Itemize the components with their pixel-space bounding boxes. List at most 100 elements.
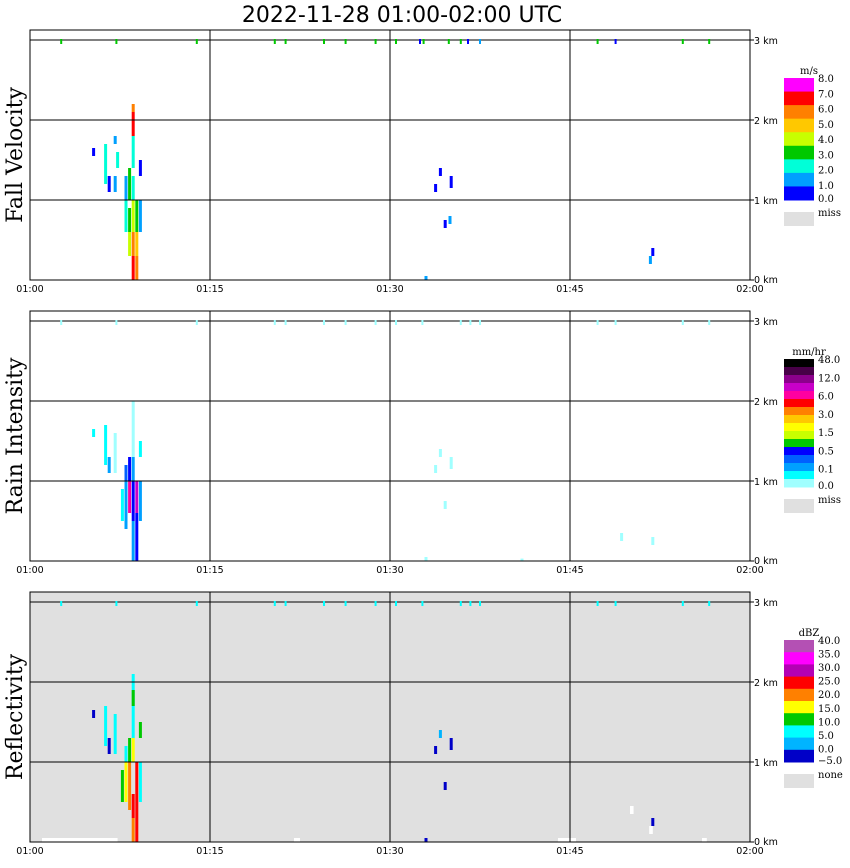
top-band-mark: [60, 320, 63, 325]
echo-mark: [131, 176, 135, 200]
top-band-mark: [708, 601, 711, 606]
echo-mark: [131, 521, 135, 561]
echo-mark: [92, 429, 96, 437]
colorbar-swatch: [784, 713, 814, 726]
top-band-mark: [459, 39, 462, 44]
echo-mark: [128, 481, 132, 513]
echo-mark: [124, 465, 128, 481]
top-band-mark: [60, 601, 63, 606]
echo-mark: [113, 433, 117, 473]
colorbar-swatch: [784, 91, 814, 106]
echo-mark: [651, 248, 655, 256]
y-tick-label: 0 km: [754, 556, 778, 567]
echo-mark: [131, 818, 135, 842]
echo-mark: [135, 810, 139, 842]
colorbar-label: 3.0: [818, 150, 834, 161]
echo-mark: [120, 770, 124, 802]
top-band-mark: [459, 601, 462, 606]
echo-mark: [131, 232, 135, 256]
colorbar-swatch: [784, 439, 814, 448]
echo-mark: [448, 216, 452, 224]
echo-mark: [135, 232, 139, 256]
top-band-mark: [284, 320, 287, 325]
echo-mark: [651, 818, 655, 826]
echo-mark: [424, 557, 428, 561]
y-axis-label: Rain Intensity: [3, 357, 28, 514]
colorbar-label: 15.0: [818, 704, 840, 715]
echo-mark: [443, 501, 447, 509]
echo-mark: [131, 481, 135, 521]
top-band-mark: [447, 39, 450, 44]
echo-mark: [113, 714, 117, 754]
plot-frame: [29, 591, 751, 843]
colorbar-unit: m/s: [800, 66, 818, 77]
y-axis-label: Fall Velocity: [3, 87, 28, 223]
echo-mark: [443, 220, 447, 228]
echo-mark: [128, 208, 132, 232]
top-band-mark: [195, 39, 198, 44]
top-band-mark: [395, 601, 397, 606]
y-tick-label: 1 km: [754, 758, 778, 769]
top-band-mark: [596, 320, 599, 325]
top-band-mark: [323, 320, 325, 325]
echo-mark: [620, 533, 624, 541]
echo-mark: [128, 168, 132, 200]
colorbar-label: 7.0: [818, 89, 834, 100]
echo-mark: [135, 200, 139, 232]
echo-mark: [443, 782, 447, 790]
colorbar-label: 0.0: [818, 194, 834, 205]
echo-mark: [434, 465, 438, 473]
chart-title: 2022-11-28 01:00-02:00 UTC: [242, 3, 562, 28]
echo-mark: [131, 200, 135, 232]
top-band-mark: [195, 601, 198, 606]
echo-mark: [138, 441, 142, 457]
top-band-mark: [374, 320, 377, 325]
echo-mark: [131, 794, 135, 818]
y-tick-label: 2 km: [754, 116, 778, 127]
colorbar-swatch: [784, 725, 814, 739]
missing-label: none: [818, 770, 843, 781]
colorbar-label: 0.0: [818, 481, 834, 492]
top-band-mark: [284, 39, 287, 44]
colorbar-swatch: [784, 145, 814, 160]
echo-mark: [124, 481, 128, 529]
echo-mark: [113, 136, 117, 144]
echo-mark: [92, 148, 96, 156]
missing-swatch: [784, 499, 814, 513]
echo-mark: [424, 838, 428, 842]
top-band-mark: [596, 601, 599, 606]
y-tick-label: 3 km: [754, 317, 778, 328]
top-band-mark: [681, 601, 684, 606]
top-band-mark: [323, 39, 325, 44]
colorbar-swatch: [784, 471, 814, 480]
colorbar-label: 12.0: [818, 373, 840, 384]
colorbar-swatch: [784, 383, 814, 392]
x-tick-label: 01:30: [376, 565, 403, 576]
echo-mark: [124, 746, 128, 762]
echo-mark: [424, 276, 428, 280]
echo-mark: [120, 489, 124, 521]
echo-mark: [135, 256, 139, 280]
colorbar-swatch: [784, 423, 814, 432]
colorbar-swatch: [784, 159, 814, 174]
echo-mark: [124, 192, 128, 232]
top-band-mark: [421, 320, 424, 325]
top-band-mark: [195, 320, 198, 325]
plot-frame: [29, 29, 751, 281]
top-band-mark: [344, 39, 347, 44]
colorbar-swatch: [784, 132, 814, 147]
missing-label: miss: [818, 208, 841, 219]
echo-mark: [104, 144, 108, 184]
colorbar-label: 48.0: [818, 355, 840, 366]
missing-swatch: [784, 774, 814, 788]
echo-mark: [648, 256, 652, 264]
top-band-mark: [115, 39, 118, 44]
colorbar-swatch: [784, 186, 814, 201]
echo-mark: [135, 513, 139, 561]
colorbar-label: 35.0: [818, 650, 840, 661]
echo-mark: [107, 176, 111, 192]
colorbar-swatch: [784, 737, 814, 751]
missing-label: miss: [818, 495, 841, 506]
top-band-mark: [479, 601, 481, 606]
